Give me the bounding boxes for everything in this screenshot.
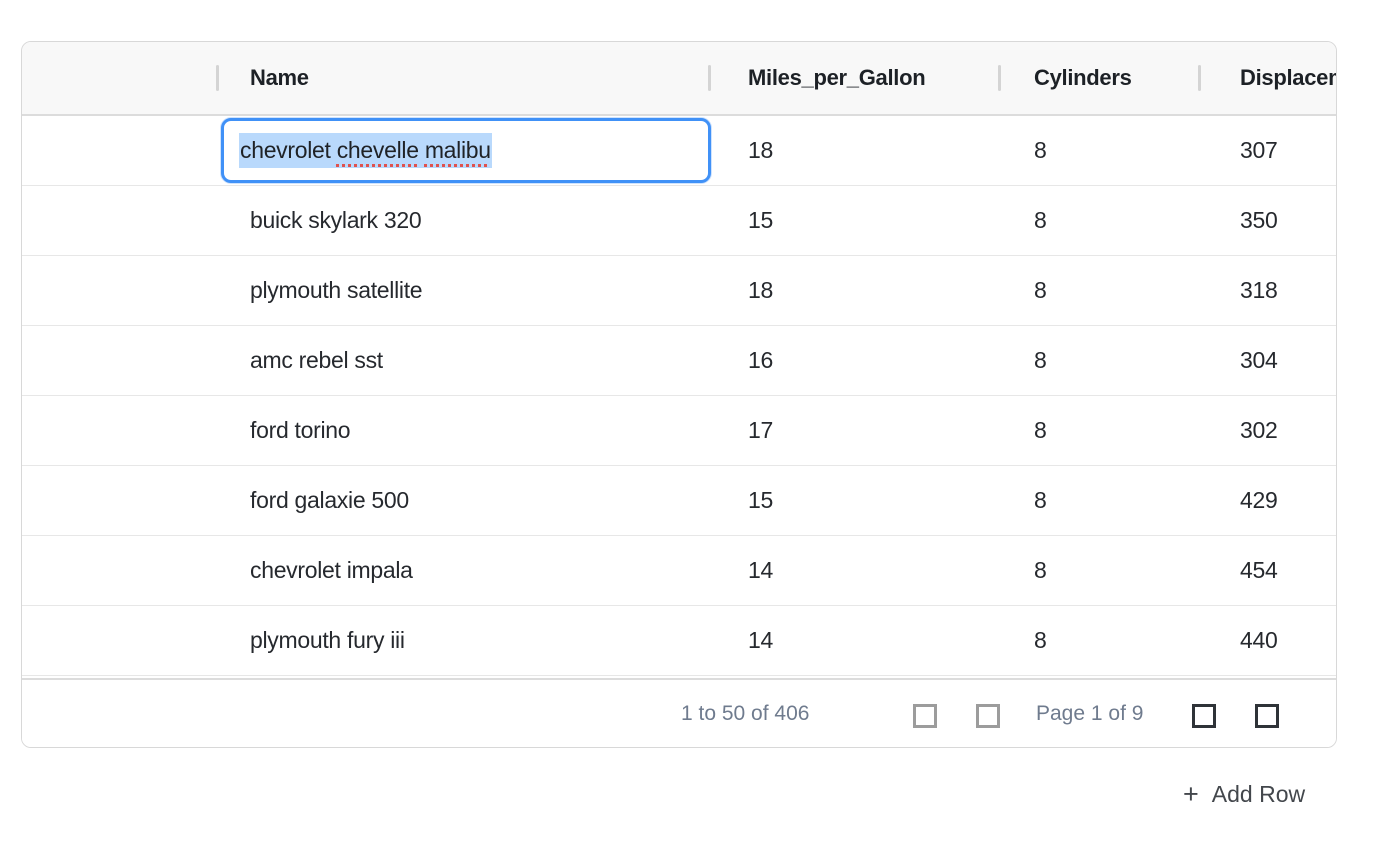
column-resize-handle[interactable] bbox=[216, 65, 219, 91]
column-header-label: Miles_per_Gallon bbox=[748, 65, 926, 90]
column-resize-handle[interactable] bbox=[708, 65, 711, 91]
cell-displacement[interactable]: 304 bbox=[1240, 347, 1278, 373]
cell-rowhandle[interactable] bbox=[22, 466, 216, 535]
cell-miles-per-gallon[interactable]: 14 bbox=[748, 557, 773, 583]
cell-cylinders[interactable]: 8 bbox=[1034, 207, 1047, 233]
table-row: ford galaxie 500 15 8 429 bbox=[22, 466, 1336, 536]
previous-page-button[interactable] bbox=[976, 704, 1000, 728]
cell-miles-per-gallon[interactable]: 16 bbox=[748, 347, 773, 373]
table-row: plymouth satellite 18 8 318 bbox=[22, 256, 1336, 326]
cell-name[interactable]: plymouth satellite bbox=[250, 277, 423, 303]
table-row: ford torino 17 8 302 bbox=[22, 396, 1336, 466]
next-page-button[interactable] bbox=[1192, 704, 1216, 728]
cell-rowhandle[interactable] bbox=[22, 396, 216, 465]
plus-icon: + bbox=[1183, 779, 1199, 809]
page-summary: Page 1 of 9 bbox=[1036, 701, 1144, 725]
cell-name[interactable]: amc rebel sst bbox=[250, 347, 383, 373]
cell-cylinders[interactable]: 8 bbox=[1034, 627, 1047, 653]
add-row-label: Add Row bbox=[1211, 781, 1306, 807]
column-header-displacement[interactable]: Displacement bbox=[1198, 42, 1336, 114]
column-header-miles-per-gallon[interactable]: Miles_per_Gallon bbox=[708, 42, 998, 114]
cell-cylinders[interactable]: 8 bbox=[1034, 347, 1047, 373]
row-range-summary: 1 to 50 of 406 bbox=[681, 701, 810, 725]
cell-miles-per-gallon[interactable]: 15 bbox=[748, 207, 773, 233]
cell-miles-per-gallon[interactable]: 18 bbox=[748, 277, 773, 303]
cell-miles-per-gallon[interactable]: 14 bbox=[748, 627, 773, 653]
last-page-button[interactable] bbox=[1255, 704, 1279, 728]
column-header-label: Name bbox=[250, 65, 309, 90]
column-resize-handle[interactable] bbox=[998, 65, 1001, 91]
table-row: chevrolet chevelle malibu 18 8 307 bbox=[22, 116, 1336, 186]
cell-rowhandle[interactable] bbox=[22, 256, 216, 325]
cell-rowhandle[interactable] bbox=[22, 536, 216, 605]
cell-name[interactable]: buick skylark 320 bbox=[250, 207, 422, 233]
editor-word-misspelled: malibu bbox=[424, 137, 491, 163]
cell-rowhandle[interactable] bbox=[22, 186, 216, 255]
cell-displacement[interactable]: 302 bbox=[1240, 417, 1278, 443]
column-header-label: Cylinders bbox=[1034, 65, 1132, 90]
cell-name[interactable]: ford torino bbox=[250, 417, 351, 443]
cell-editor-input[interactable]: chevrolet chevelle malibu bbox=[221, 118, 711, 183]
cell-displacement[interactable]: 307 bbox=[1240, 137, 1278, 163]
cell-displacement[interactable]: 440 bbox=[1240, 627, 1278, 653]
cell-displacement[interactable]: 318 bbox=[1240, 277, 1278, 303]
cell-cylinders[interactable]: 8 bbox=[1034, 137, 1047, 163]
selected-text: chevrolet chevelle malibu bbox=[239, 133, 492, 168]
cell-displacement[interactable]: 429 bbox=[1240, 487, 1278, 513]
table-row: amc rebel sst 16 8 304 bbox=[22, 326, 1336, 396]
column-header-label: Displacement bbox=[1240, 65, 1336, 90]
cell-cylinders[interactable]: 8 bbox=[1034, 557, 1047, 583]
editor-word-misspelled: chevelle bbox=[336, 137, 419, 163]
table-row: plymouth fury iii 14 8 440 bbox=[22, 606, 1336, 676]
first-page-button[interactable] bbox=[913, 704, 937, 728]
cell-cylinders[interactable]: 8 bbox=[1034, 277, 1047, 303]
column-resize-handle[interactable] bbox=[1198, 65, 1201, 91]
cell-displacement[interactable]: 350 bbox=[1240, 207, 1278, 233]
editor-word: chevrolet bbox=[240, 137, 331, 163]
cell-name[interactable]: plymouth fury iii bbox=[250, 627, 405, 653]
column-header-name[interactable]: Name bbox=[216, 42, 708, 114]
cell-cylinders[interactable]: 8 bbox=[1034, 417, 1047, 443]
cell-miles-per-gallon[interactable]: 17 bbox=[748, 417, 773, 443]
cell-miles-per-gallon[interactable]: 15 bbox=[748, 487, 773, 513]
cell-rowhandle[interactable] bbox=[22, 326, 216, 395]
cell-name[interactable]: ford galaxie 500 bbox=[250, 487, 409, 513]
add-row-button[interactable]: + Add Row bbox=[1183, 781, 1305, 808]
cell-cylinders[interactable]: 8 bbox=[1034, 487, 1047, 513]
cell-miles-per-gallon[interactable]: 18 bbox=[748, 137, 773, 163]
cell-rowhandle[interactable] bbox=[22, 606, 216, 675]
grid-header-row: Name Miles_per_Gallon Cylinders Displace… bbox=[22, 42, 1336, 116]
cell-displacement[interactable]: 454 bbox=[1240, 557, 1278, 583]
column-header-rowhandle bbox=[22, 42, 216, 114]
cell-name[interactable]: chevrolet impala bbox=[250, 557, 413, 583]
column-header-cylinders[interactable]: Cylinders bbox=[998, 42, 1198, 114]
table-row: chevrolet impala 14 8 454 bbox=[22, 536, 1336, 606]
cell-rowhandle[interactable] bbox=[22, 116, 216, 185]
data-grid: Name Miles_per_Gallon Cylinders Displace… bbox=[21, 41, 1337, 748]
table-row: buick skylark 320 15 8 350 bbox=[22, 186, 1336, 256]
pagination-bar: 1 to 50 of 406 Page 1 of 9 bbox=[22, 678, 1336, 747]
